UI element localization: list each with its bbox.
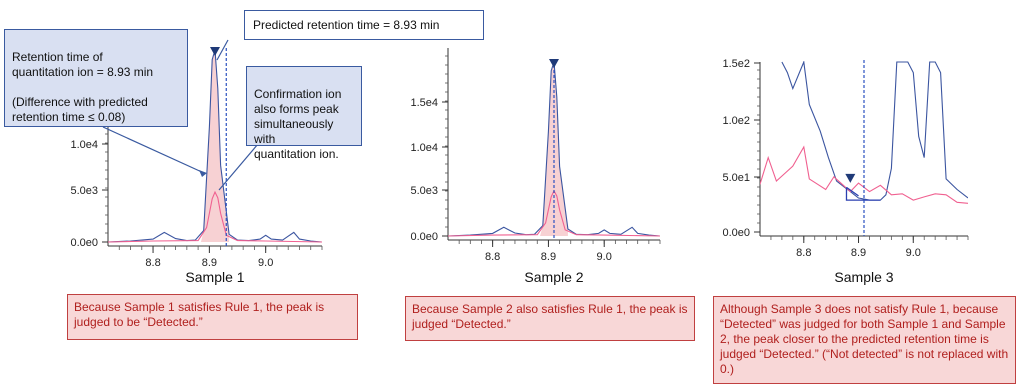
sample-3-confirmation-ion-trace: [760, 145, 968, 204]
sample-2-y-tick-label: 1.5e4: [410, 97, 438, 109]
sample-1-title: Sample 1: [185, 269, 244, 285]
sample-3-integration-bracket-diag: [846, 186, 859, 197]
sample-1-y-tick-label: 5.0e3: [70, 185, 98, 197]
sample-2-y-tick-label: 5.0e3: [410, 185, 438, 197]
sample-1-y-tick-label: 0.0e0: [70, 237, 98, 249]
note-sample-1: Because Sample 1 satisfies Rule 1, the p…: [67, 294, 358, 340]
sample-3-y-tick-label: 1.5e2: [722, 58, 750, 70]
callout-confirmation-ion: Confirmation ion also forms peak simulta…: [246, 66, 362, 161]
sample-2-y-tick-label: 0.0e0: [410, 231, 438, 243]
sample-2-x-tick-label: 8.9: [541, 251, 556, 263]
sample-3-y-tick-label: 0.0e0: [722, 227, 750, 239]
sample-2-x-tick-label: 8.8: [485, 251, 500, 263]
note-sample-3-text: Although Sample 3 does not satisfy Rule …: [720, 302, 1009, 376]
sample-3-y-tick-label: 1.0e2: [722, 115, 750, 127]
sample-2-x-tick-label: 9.0: [597, 251, 612, 263]
sample-2-peak-marker: [549, 59, 559, 68]
callout-predicted-rt-pointer: [216, 39, 229, 61]
sample-3-integration-bracket: [845, 187, 881, 201]
note-sample-3: Although Sample 3 does not satisfy Rule …: [713, 296, 1016, 384]
note-sample-2: Because Sample 2 also satisfies Rule 1, …: [405, 296, 695, 341]
note-sample-2-text: Because Sample 2 also satisfies Rule 1, …: [412, 302, 688, 331]
callout-quantitation-ion-arrowhead: [199, 170, 207, 177]
callout-quantitation-ion: Retention time of quantitation ion = 8.9…: [4, 29, 188, 127]
sample-2-confirmation-ion-trace: [448, 189, 660, 237]
callout-predicted-rt: Predicted retention time = 8.93 min: [244, 10, 484, 40]
sample-1-quantitation-ion-trace: [108, 49, 322, 243]
note-sample-1-text: Because Sample 1 satisfies Rule 1, the p…: [74, 300, 325, 329]
sample-1-y-tick-label: 1.0e4: [70, 139, 98, 151]
sample-1-x-tick-label: 9.0: [258, 257, 273, 269]
sample-1-peak-marker: [210, 47, 220, 56]
callout-quantitation-ion-text: Retention time of quantitation ion = 8.9…: [12, 50, 154, 124]
callout-confirmation-ion-pointer: [218, 143, 259, 191]
callout-predicted-rt-text: Predicted retention time = 8.93 min: [253, 18, 440, 32]
sample-1-x-tick-label: 8.8: [145, 257, 160, 269]
sample-3-title: Sample 3: [834, 269, 893, 285]
sample-3-x-tick-label: 8.9: [851, 247, 866, 259]
sample-3-x-tick-label: 9.0: [906, 247, 921, 259]
sample-2-y-tick-label: 1.0e4: [410, 142, 438, 154]
sample-2-peak-area: [540, 62, 568, 236]
sample-3-peak-marker: [845, 173, 856, 183]
sample-1-confirmation-ion-trace: [108, 190, 322, 243]
sample-3-x-tick-label: 8.8: [796, 247, 811, 259]
sample-2-title: Sample 2: [524, 269, 583, 285]
sample-3-quantitation-ion-trace: [781, 61, 968, 201]
sample-1-x-tick-label: 8.9: [202, 257, 217, 269]
sample-3-y-tick-label: 5.0e1: [722, 172, 750, 184]
sample-2-quantitation-ion-trace: [448, 61, 660, 237]
callout-quantitation-ion-pointer: [102, 126, 205, 174]
callout-confirmation-ion-text: Confirmation ion also forms peak simulta…: [254, 87, 342, 161]
sample-1-peak-area: [200, 50, 230, 242]
